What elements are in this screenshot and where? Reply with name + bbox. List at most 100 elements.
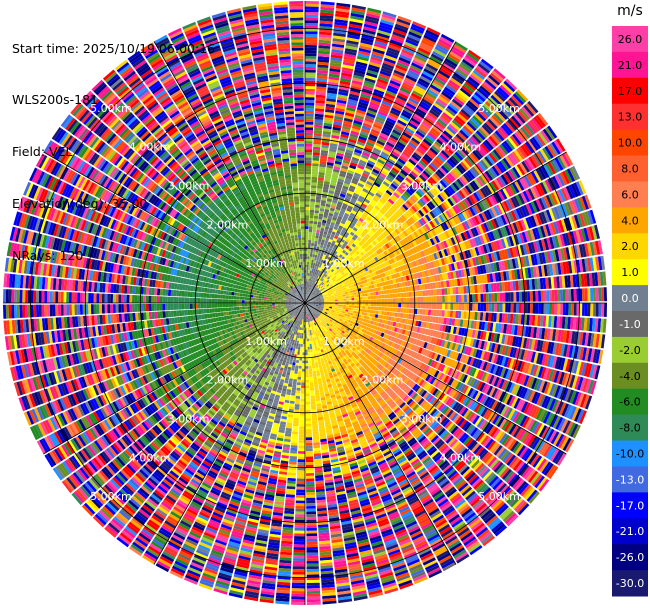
velocity-gate — [358, 180, 366, 186]
velocity-gate — [375, 270, 380, 275]
velocity-gate — [472, 247, 478, 257]
velocity-gate — [508, 198, 516, 209]
velocity-gate — [448, 238, 454, 246]
velocity-gate — [365, 257, 370, 263]
velocity-gate — [360, 265, 365, 270]
velocity-gate — [463, 56, 477, 67]
velocity-gate — [346, 104, 357, 110]
velocity-gate — [324, 178, 331, 182]
velocity-gate — [533, 116, 544, 129]
velocity-gate — [366, 216, 372, 222]
velocity-gate — [557, 156, 566, 170]
velocity-gate — [361, 244, 366, 250]
velocity-gate — [327, 232, 332, 237]
velocity-gate — [358, 135, 367, 142]
velocity-gate — [431, 81, 443, 91]
velocity-gate — [340, 301, 344, 303]
velocity-gate — [366, 112, 376, 118]
velocity-gate — [443, 176, 452, 185]
velocity-gate — [327, 285, 331, 288]
velocity-gate — [351, 284, 355, 288]
velocity-gate — [371, 276, 376, 281]
velocity-gate — [323, 211, 329, 216]
velocity-gate — [343, 296, 346, 299]
velocity-gate — [379, 185, 387, 192]
velocity-gate — [347, 34, 360, 40]
velocity-gate — [326, 289, 330, 292]
velocity-gate — [316, 289, 320, 292]
velocity-gate — [442, 163, 452, 172]
velocity-gate — [433, 102, 445, 112]
velocity-gate — [366, 72, 378, 78]
velocity-gate — [311, 262, 314, 266]
velocity-gate — [342, 243, 347, 248]
velocity-gate — [450, 237, 456, 245]
velocity-gate — [496, 177, 504, 188]
velocity-gate — [461, 294, 465, 302]
velocity-gate — [334, 264, 338, 269]
velocity-gate — [305, 80, 316, 84]
velocity-gate — [427, 149, 437, 158]
velocity-gate — [445, 187, 454, 196]
velocity-gate — [325, 109, 335, 113]
velocity-gate — [367, 296, 371, 300]
velocity-gate — [345, 284, 349, 287]
velocity-gate — [493, 112, 504, 124]
velocity-gate — [518, 291, 522, 302]
velocity-gate — [413, 180, 421, 188]
velocity-gate — [317, 180, 324, 184]
velocity-gate — [483, 198, 491, 209]
velocity-gate — [545, 163, 554, 176]
velocity-gate — [507, 154, 516, 166]
velocity-gate — [322, 254, 326, 258]
velocity-gate — [431, 228, 437, 237]
velocity-gate — [529, 119, 540, 133]
velocity-gate — [516, 148, 526, 160]
velocity-gate — [308, 275, 311, 279]
velocity-gate — [407, 256, 413, 262]
velocity-gate — [369, 237, 374, 242]
velocity-gate — [314, 296, 318, 299]
velocity-gate — [379, 303, 382, 307]
velocity-gate — [361, 190, 368, 196]
velocity-gate — [554, 174, 563, 188]
velocity-gate — [346, 286, 350, 290]
velocity-gate — [356, 243, 361, 249]
velocity-gate — [314, 210, 319, 214]
velocity-gate — [378, 235, 384, 241]
velocity-gate — [433, 289, 437, 296]
velocity-gate — [324, 267, 328, 271]
velocity-gate — [397, 260, 403, 266]
velocity-gate — [394, 146, 403, 153]
velocity-gate — [315, 288, 318, 291]
velocity-gate — [338, 282, 342, 286]
velocity-gate — [329, 224, 334, 229]
velocity-gate — [324, 270, 328, 274]
velocity-gate — [394, 124, 405, 132]
velocity-gate — [350, 250, 356, 255]
velocity-gate — [459, 252, 464, 261]
velocity-gate — [318, 50, 330, 55]
velocity-gate — [312, 285, 315, 289]
velocity-gate — [318, 250, 322, 254]
velocity-gate — [322, 276, 326, 280]
velocity-gate — [479, 126, 490, 137]
velocity-gate — [547, 125, 558, 139]
velocity-gate — [423, 68, 436, 77]
velocity-gate — [312, 271, 315, 275]
velocity-gate — [343, 298, 347, 301]
velocity-gate — [334, 268, 338, 272]
velocity-gate — [331, 174, 339, 179]
velocity-gate — [307, 275, 310, 279]
velocity-gate — [308, 237, 312, 241]
velocity-gate — [463, 241, 470, 250]
velocity-gate — [510, 303, 514, 313]
velocity-gate — [549, 143, 559, 156]
velocity-gate — [466, 139, 476, 150]
velocity-gate — [344, 180, 351, 185]
velocity-gate — [431, 187, 439, 196]
velocity-gate — [352, 289, 356, 293]
velocity-gate — [499, 144, 509, 155]
velocity-gate — [426, 166, 435, 175]
velocity-gate — [488, 220, 495, 230]
